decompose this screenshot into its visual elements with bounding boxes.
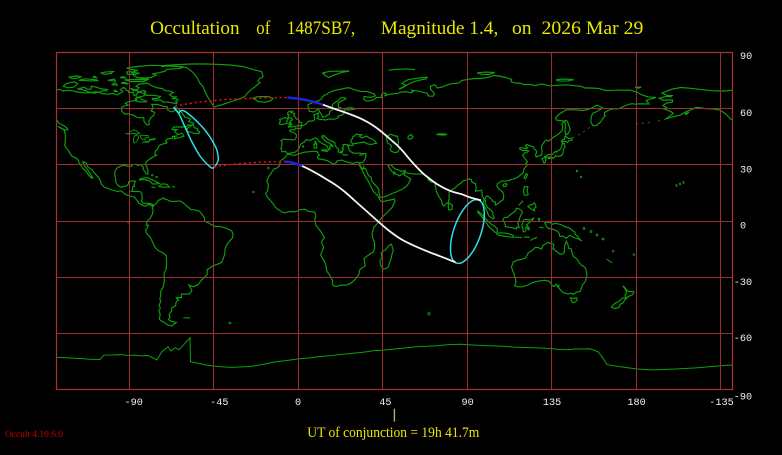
svg-text:-45: -45 — [210, 398, 228, 409]
svg-text:180: 180 — [627, 398, 645, 409]
svg-text:60: 60 — [740, 109, 752, 120]
svg-text:1487SB7,: 1487SB7, — [287, 18, 355, 39]
svg-text:-60: -60 — [734, 334, 752, 345]
svg-text:30: 30 — [740, 165, 752, 176]
svg-text:Occult 4.10.6.0: Occult 4.10.6.0 — [5, 429, 63, 440]
svg-text:135: 135 — [543, 398, 561, 409]
svg-text:Magnitude 1.4,: Magnitude 1.4, — [381, 18, 499, 39]
svg-text:2026 Mar 29: 2026 Mar 29 — [542, 18, 644, 39]
svg-text:UT of conjunction = 19h 41.7m: UT of conjunction = 19h 41.7m — [307, 425, 480, 441]
svg-text:0: 0 — [295, 398, 301, 409]
svg-text:Occultation: Occultation — [150, 18, 240, 39]
svg-text:-30: -30 — [734, 278, 752, 289]
svg-text:of: of — [256, 18, 271, 39]
svg-text:45: 45 — [379, 398, 391, 409]
svg-text:90: 90 — [740, 52, 752, 63]
svg-text:90: 90 — [461, 398, 473, 409]
svg-text:-90: -90 — [125, 398, 143, 409]
svg-text:on: on — [512, 18, 532, 39]
svg-text:-90: -90 — [734, 393, 752, 404]
svg-text:-135: -135 — [709, 398, 733, 409]
svg-text:0: 0 — [740, 222, 746, 233]
